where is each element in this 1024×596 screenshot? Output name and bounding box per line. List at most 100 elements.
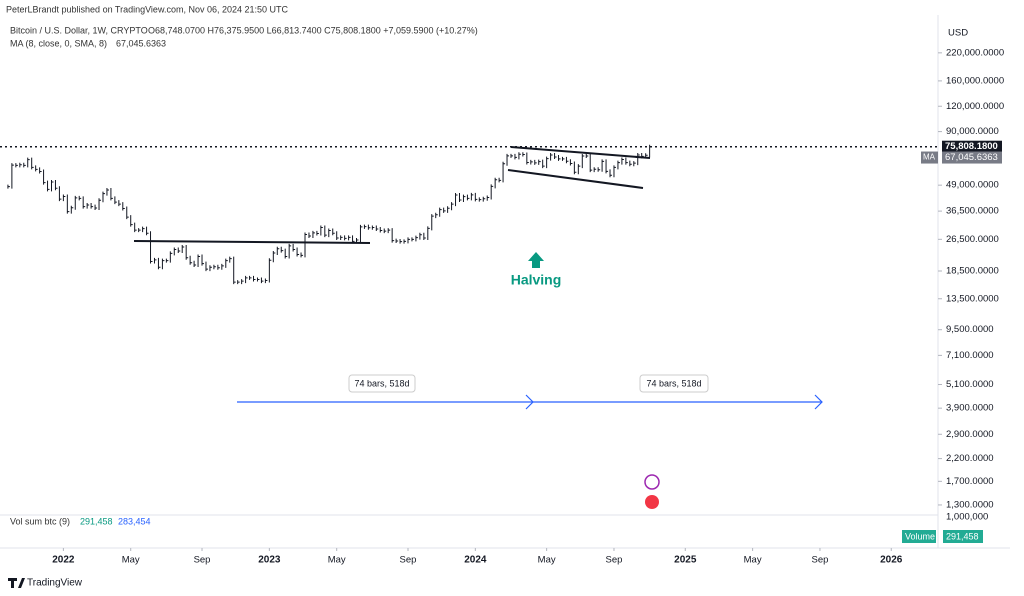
currency: USD xyxy=(948,28,968,39)
price-bar xyxy=(31,157,34,170)
price-bar xyxy=(86,203,90,209)
price-bar xyxy=(367,224,371,230)
trendline xyxy=(133,240,371,244)
price-bar xyxy=(90,203,94,209)
price-bar xyxy=(455,193,458,207)
price-bar xyxy=(185,244,189,260)
price-bar xyxy=(569,159,573,166)
price-bar xyxy=(62,194,66,202)
x-tick-label: Sep xyxy=(606,555,623,566)
price-bar xyxy=(209,265,212,272)
ma-badge xyxy=(942,151,1002,164)
ohlc-values: O68,748.0700 H76,375.9500 L66,813.7400 C… xyxy=(148,25,478,35)
price-bar xyxy=(134,222,137,233)
price-bar xyxy=(379,226,383,233)
price-bar xyxy=(98,198,102,211)
price-bar xyxy=(439,207,442,217)
price-bar xyxy=(391,228,395,243)
event-icon[interactable] xyxy=(644,474,660,490)
price-bar xyxy=(490,184,494,200)
price-bar xyxy=(118,200,121,207)
event-icon[interactable] xyxy=(645,495,659,509)
ma-name: MA (8, close, 0, SMA, 8) xyxy=(10,38,107,48)
range-arrowhead xyxy=(814,394,823,410)
price-bar xyxy=(110,187,113,201)
trendline xyxy=(510,146,651,159)
price-bar xyxy=(173,247,177,256)
price-bar xyxy=(419,232,422,240)
price-bar xyxy=(352,235,355,244)
y-tick-label: 160,000.0000 xyxy=(946,75,1004,86)
price-bar xyxy=(292,243,296,252)
price-bar xyxy=(213,264,216,270)
x-tick-label: 2022 xyxy=(52,555,75,566)
price-bar xyxy=(106,187,109,196)
price-bar xyxy=(66,194,70,214)
ma-value: 67,045.6363 xyxy=(116,38,166,48)
price-bar xyxy=(451,202,454,211)
price-bar xyxy=(526,152,529,165)
price-bar xyxy=(142,226,145,233)
x-tick-label: May xyxy=(122,555,140,566)
price-bar xyxy=(177,247,181,254)
price-bar xyxy=(114,196,117,205)
y-tick-label: 3,900.0000 xyxy=(946,403,994,414)
price-bar xyxy=(609,169,613,178)
y-tick-label: 1,700.0000 xyxy=(946,476,994,487)
volume-value: 291,458 xyxy=(80,516,113,526)
price-bar xyxy=(558,154,561,161)
price-bar xyxy=(94,204,98,211)
price-bar xyxy=(264,278,268,284)
price-bar xyxy=(328,228,331,238)
price-bar xyxy=(550,153,553,161)
price-bar xyxy=(462,194,466,203)
price-bar xyxy=(633,161,636,167)
price-bar xyxy=(340,235,343,241)
volume-badge-value: 291,458 xyxy=(946,531,979,541)
price-bar xyxy=(50,179,54,192)
price-bar xyxy=(573,161,577,175)
price-bar xyxy=(324,225,327,238)
price-bar xyxy=(146,226,149,236)
price-bar xyxy=(399,239,403,244)
price-bar xyxy=(138,228,141,233)
price-bar xyxy=(482,196,486,202)
price-bar xyxy=(645,153,648,159)
price-bar xyxy=(54,179,58,191)
y-tick-label: 2,900.0000 xyxy=(946,429,994,440)
price-bar xyxy=(229,256,232,263)
price-bar xyxy=(542,159,545,169)
price-bar xyxy=(221,263,224,270)
x-tick-label: 2024 xyxy=(464,555,487,566)
price-bar xyxy=(189,255,193,265)
price-bar xyxy=(272,250,276,263)
price-bar xyxy=(153,257,157,264)
price-bar xyxy=(506,153,510,166)
halving-label: Halving xyxy=(511,272,562,288)
price-bar xyxy=(371,225,375,230)
price-bar xyxy=(597,167,601,172)
price-bar xyxy=(23,162,26,168)
price-bar xyxy=(629,160,632,167)
x-tick-label: 2025 xyxy=(674,555,697,566)
y-tick-label: 13,500.0000 xyxy=(946,293,999,304)
price-bar xyxy=(637,153,640,166)
symbol-name: Bitcoin / U.S. Dollar, 1W, CRYPTO xyxy=(10,25,148,35)
range-box xyxy=(348,374,416,393)
y-tick-label: 7,100.0000 xyxy=(946,350,994,361)
x-tick-label: May xyxy=(538,555,556,566)
y-tick-label: 220,000.0000 xyxy=(946,47,1004,58)
last-price-label: 75,808.1800 xyxy=(945,141,998,152)
price-bar xyxy=(403,239,407,244)
price-bar xyxy=(577,164,581,175)
volume-axis-label: 1,000,000 xyxy=(946,512,988,523)
price-bar xyxy=(395,238,399,244)
price-bar xyxy=(268,258,272,283)
price-bar xyxy=(423,232,426,241)
price-bar xyxy=(447,206,450,213)
price-bar xyxy=(217,264,220,270)
price-bar xyxy=(613,165,616,178)
price-bar xyxy=(411,237,414,242)
price-bar xyxy=(169,251,173,263)
